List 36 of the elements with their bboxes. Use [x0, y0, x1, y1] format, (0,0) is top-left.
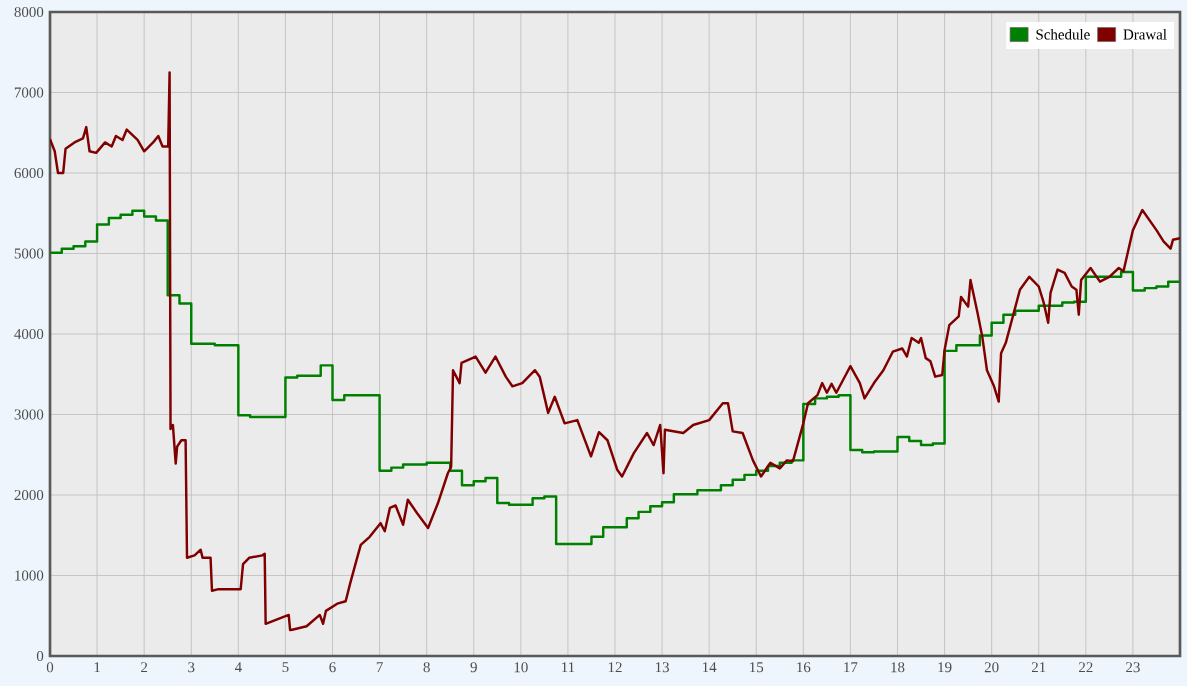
x-tick-label: 15 [750, 662, 764, 673]
x-tick-label: 16 [797, 662, 811, 673]
x-tick-label: 9 [470, 662, 477, 673]
line-series [50, 71, 1180, 632]
x-tick-label: 21 [1031, 662, 1046, 673]
x-tick-label: 8 [423, 662, 430, 673]
y-tick-label: 7000 [14, 87, 44, 98]
x-tick-label: 23 [1126, 662, 1140, 673]
x-tick-label: 6 [329, 662, 336, 673]
x-tick-label: 22 [1079, 662, 1093, 673]
x-tick-label: 17 [844, 662, 858, 673]
x-tick-label: 10 [514, 662, 528, 673]
x-tick-label: 1 [94, 662, 100, 673]
legend-label: Schedule [1036, 29, 1090, 40]
y-tick-label: 8000 [14, 6, 44, 18]
y-tick-label: 4000 [14, 328, 44, 340]
x-tick-label: 13 [655, 662, 669, 673]
y-tick-label: 0 [36, 650, 44, 662]
y-tick-label: 6000 [14, 167, 44, 179]
y-tick-label: 2000 [14, 489, 44, 501]
legend-label: Drawal [1123, 29, 1167, 40]
y-tick-label: 3000 [14, 409, 44, 420]
x-tick-label: 2 [141, 662, 148, 673]
x-tick-label: 14 [703, 662, 717, 673]
x-tick-label: 19 [938, 662, 952, 673]
x-tick-label: 18 [891, 662, 905, 673]
x-tick-label: 4 [234, 662, 242, 673]
x-tick-label: 0 [46, 662, 54, 673]
x-tick-label: 7 [376, 662, 383, 672]
x-tick-label: 3 [188, 662, 195, 673]
y-tick-label: 5000 [14, 248, 44, 259]
x-tick-label: 5 [282, 662, 289, 673]
x-tick-label: 11 [562, 662, 575, 673]
y-tick-label: 1000 [15, 570, 44, 581]
x-tick-label: 12 [608, 662, 622, 673]
x-tick-label: 20 [984, 662, 999, 673]
